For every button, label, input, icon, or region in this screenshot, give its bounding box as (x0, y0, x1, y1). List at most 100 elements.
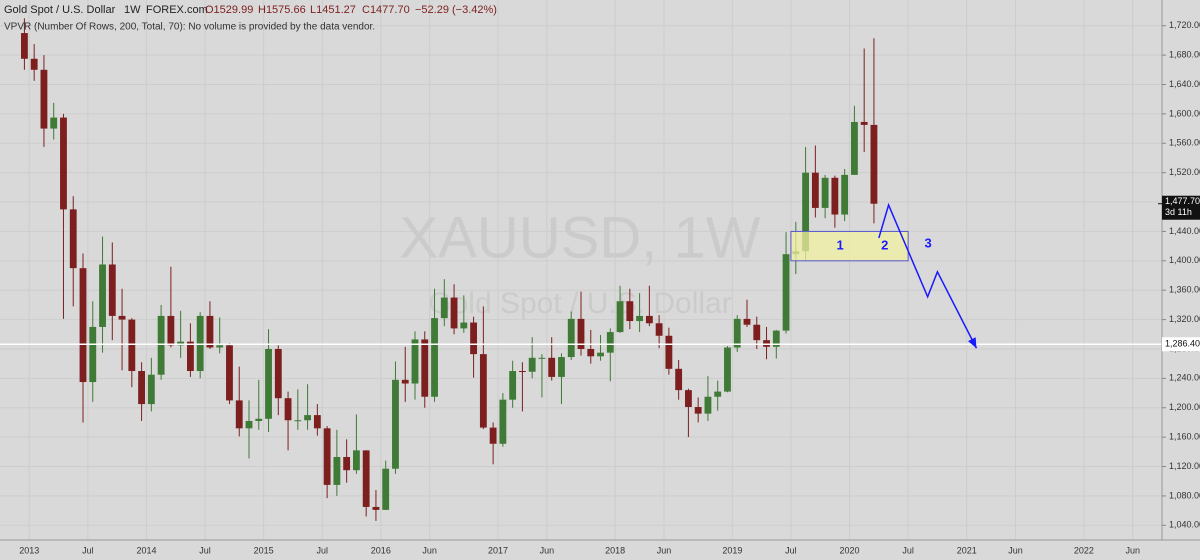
header-high: H1575.66 (258, 4, 306, 16)
horizontal-line-tag (1162, 337, 1200, 352)
candle-body (704, 396, 712, 414)
candle-body (528, 357, 536, 372)
candle-body (352, 450, 360, 471)
x-tick-label: 2014 (136, 545, 156, 555)
y-tick-label: 1,400.00 (1169, 255, 1200, 265)
candle-body (860, 121, 868, 125)
candle-body (177, 341, 185, 346)
candle-body (440, 297, 448, 319)
candle-body (655, 323, 663, 336)
candle-body (392, 379, 399, 469)
x-tick-label: Jun (1125, 545, 1140, 555)
candle-body (128, 319, 136, 372)
candle-body (548, 357, 556, 377)
candle-body (616, 301, 624, 333)
grid (0, 0, 1162, 540)
candle-body (69, 209, 77, 269)
y-tick-label: 1,600.00 (1169, 108, 1200, 118)
candle-body (479, 354, 487, 428)
candle-body (431, 318, 438, 397)
watermark-title: XAUUSD, 1W (400, 205, 761, 270)
candle-body (724, 347, 731, 392)
candle-body (821, 177, 829, 208)
last-price-tag (1162, 195, 1200, 220)
candle-body (20, 33, 28, 59)
candle-body (645, 315, 653, 324)
watermark-subtitle: Gold Spot / U.S. Dollar (428, 287, 731, 320)
candle-body (313, 415, 321, 429)
y-tick-label: 1,680.00 (1169, 49, 1200, 59)
candle-body (811, 172, 819, 208)
candle-body (665, 335, 673, 369)
zone-box (790, 230, 909, 262)
x-tick-label: 2016 (371, 545, 391, 555)
candle-body (870, 124, 878, 204)
candle-body (138, 371, 146, 405)
y-tick-label: 1,360.00 (1169, 285, 1200, 295)
candle-body (235, 400, 243, 429)
x-tick-label: 2022 (1074, 545, 1094, 555)
y-tick-label: 1,640.00 (1169, 79, 1200, 89)
candle-body (518, 371, 526, 373)
candle-body (196, 315, 204, 372)
x-tick-label: 2013 (19, 545, 39, 555)
candle-body (763, 340, 770, 347)
candle-body (567, 318, 575, 358)
header-open: O1529.99 (205, 4, 253, 16)
candle-body (382, 468, 390, 510)
candle-body (782, 254, 790, 331)
projection-path (878, 202, 978, 349)
candle-body (802, 172, 810, 252)
y-tick-label: 1,520.00 (1169, 167, 1200, 177)
x-tick-label: Jul (316, 545, 328, 555)
header: Gold Spot / U.S. Dollar 1W FOREX.com O15… (4, 4, 497, 33)
candle-body (343, 456, 351, 471)
candle-body (831, 177, 839, 215)
candle-body (733, 318, 741, 348)
wave-label: 2 (881, 238, 888, 253)
header-interval: 1W (124, 4, 141, 16)
candle-body (186, 341, 194, 372)
candle-body (167, 315, 175, 346)
candle-body (470, 322, 478, 355)
candle-body (850, 121, 858, 175)
candle-body (89, 326, 97, 383)
y-tick-label: 1,720.00 (1169, 20, 1200, 30)
candle-body (675, 368, 683, 391)
x-tick-label: Jul (82, 545, 94, 555)
x-tick-label: Jun (540, 545, 555, 555)
y-tick-label: 1,440.00 (1169, 226, 1200, 236)
candle-body (294, 420, 302, 422)
wave-label: 3 (925, 236, 932, 251)
marks: 1 2 3 (0, 18, 1162, 521)
candle-body (636, 315, 644, 322)
candle-body (157, 315, 165, 375)
candle-body (108, 264, 116, 316)
header-symbol: Gold Spot / U.S. Dollar (4, 4, 116, 16)
x-tick-label: 2018 (605, 545, 625, 555)
x-tick-label: 2021 (957, 545, 977, 555)
x-tick-label: 2015 (254, 545, 274, 555)
candle-body (323, 428, 331, 485)
candle-body (50, 117, 58, 129)
candle-body (421, 339, 429, 397)
last-price-label: 1,477.70 (1165, 196, 1200, 206)
y-tick-label: 1,120.00 (1169, 461, 1200, 471)
candle-body (333, 456, 341, 485)
candle-body (372, 506, 380, 510)
x-tick-label: 2019 (722, 545, 742, 555)
candle-body (30, 58, 38, 70)
candle-body (489, 427, 497, 444)
candle-body (79, 268, 87, 383)
candle-body (362, 450, 370, 507)
axes: 1,040.00 1,080.00 1,120.00 1,160.00 1,200.00… (19, 20, 1200, 555)
y-tick-label: 1,040.00 (1169, 520, 1200, 530)
x-tick-label: Jun (657, 545, 672, 555)
header-close: C1477.70 (362, 4, 410, 16)
candle-body (626, 301, 634, 322)
candle-body (206, 315, 214, 348)
candle-body (587, 348, 595, 357)
candle-body (401, 379, 409, 384)
